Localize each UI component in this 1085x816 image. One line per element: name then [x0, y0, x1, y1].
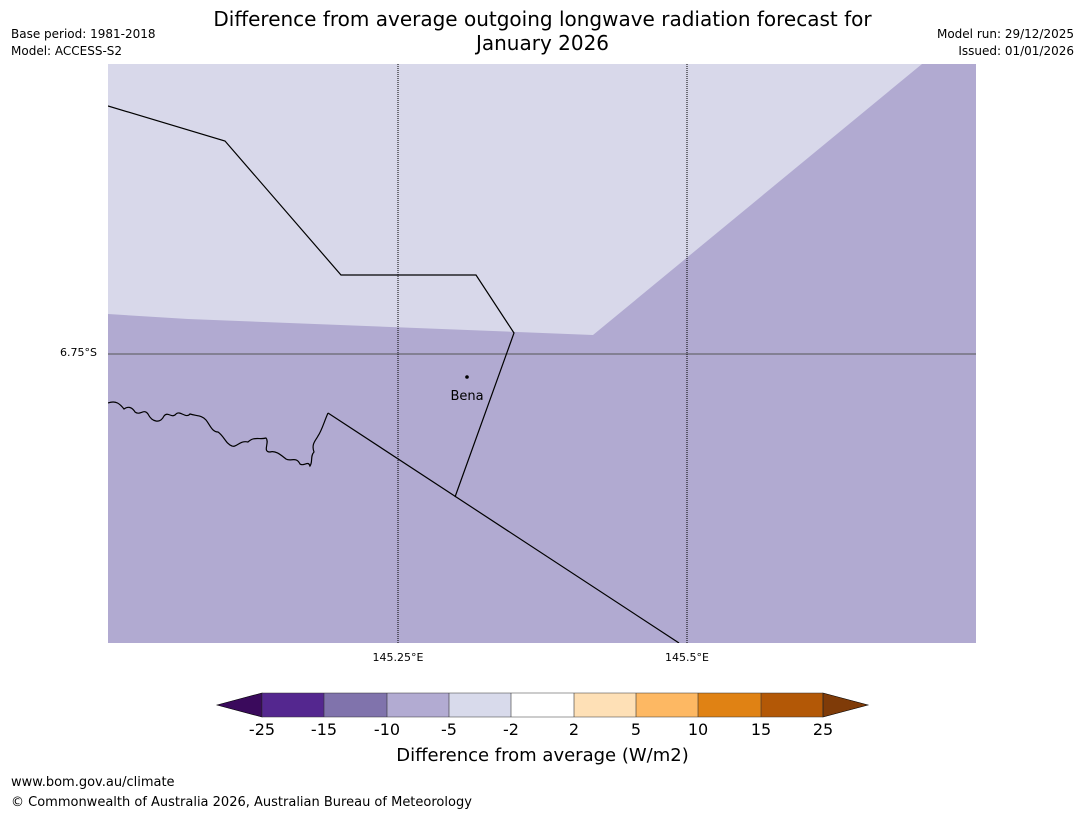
colorbar-tick: 10	[687, 720, 709, 739]
latitude-label: 6.75°S	[60, 346, 97, 359]
colorbar-extend-high	[822, 692, 870, 718]
colorbar-tick: 5	[630, 720, 642, 739]
colorbar-tick: -10	[373, 720, 401, 739]
title-line-2: January 2026	[475, 31, 610, 55]
colorbar-tick: -25	[248, 720, 276, 739]
colorbar-extend-low	[215, 692, 263, 718]
colorbar-tick: 2	[568, 720, 580, 739]
colorbar-tick: -5	[441, 720, 457, 739]
footer-copyright: © Commonwealth of Australia 2026, Austra…	[11, 795, 472, 810]
colorbar-separators	[261, 692, 824, 718]
colorbar-tick: 25	[812, 720, 834, 739]
province-boundary-north	[108, 105, 515, 498]
meta-right: Model run: 29/12/2025 Issued: 01/01/2026	[937, 26, 1074, 60]
map-svg: Bena	[108, 64, 976, 643]
colorbar-bin-4	[449, 693, 511, 717]
province-boundary-south	[327, 412, 680, 643]
colorbar-bin-6	[574, 693, 636, 717]
colorbar-bin-5	[511, 693, 574, 717]
colorbar-tick: 15	[750, 720, 772, 739]
colorbar-title: Difference from average (W/m2)	[396, 745, 689, 766]
model-run: Model run: 29/12/2025	[936, 27, 1074, 41]
colorbar-tick: -2	[503, 720, 519, 739]
base-period: Base period: 1981-2018	[11, 27, 156, 41]
model-name: Model: ACCESS-S2	[11, 44, 123, 58]
footer-url[interactable]: www.bom.gov.au/climate	[11, 775, 175, 790]
longitude-label-2: 145.5°E	[665, 651, 709, 664]
colorbar-bin-8	[698, 693, 761, 717]
anomaly-region-light	[108, 64, 922, 335]
map-area[interactable]: Bena	[108, 64, 976, 643]
colorbar-bin-7	[636, 693, 698, 717]
colorbar-bin-2	[324, 693, 387, 717]
bena-marker	[465, 375, 469, 379]
title-line-1: Difference from average outgoing longwav…	[213, 7, 872, 31]
meta-left: Base period: 1981-2018 Model: ACCESS-S2	[11, 26, 156, 60]
bena-label: Bena	[450, 389, 483, 404]
colorbar-bin-1	[262, 693, 324, 717]
river-line	[108, 401, 329, 468]
issued-date: Issued: 01/01/2026	[958, 44, 1074, 58]
colorbar-tick: -15	[310, 720, 338, 739]
colorbar-bin-9	[761, 693, 823, 717]
colorbar-bin-3	[387, 693, 449, 717]
longitude-label-1: 145.25°E	[372, 651, 424, 664]
chart-title: Difference from average outgoing longwav…	[150, 7, 935, 55]
colorbar	[215, 692, 870, 718]
